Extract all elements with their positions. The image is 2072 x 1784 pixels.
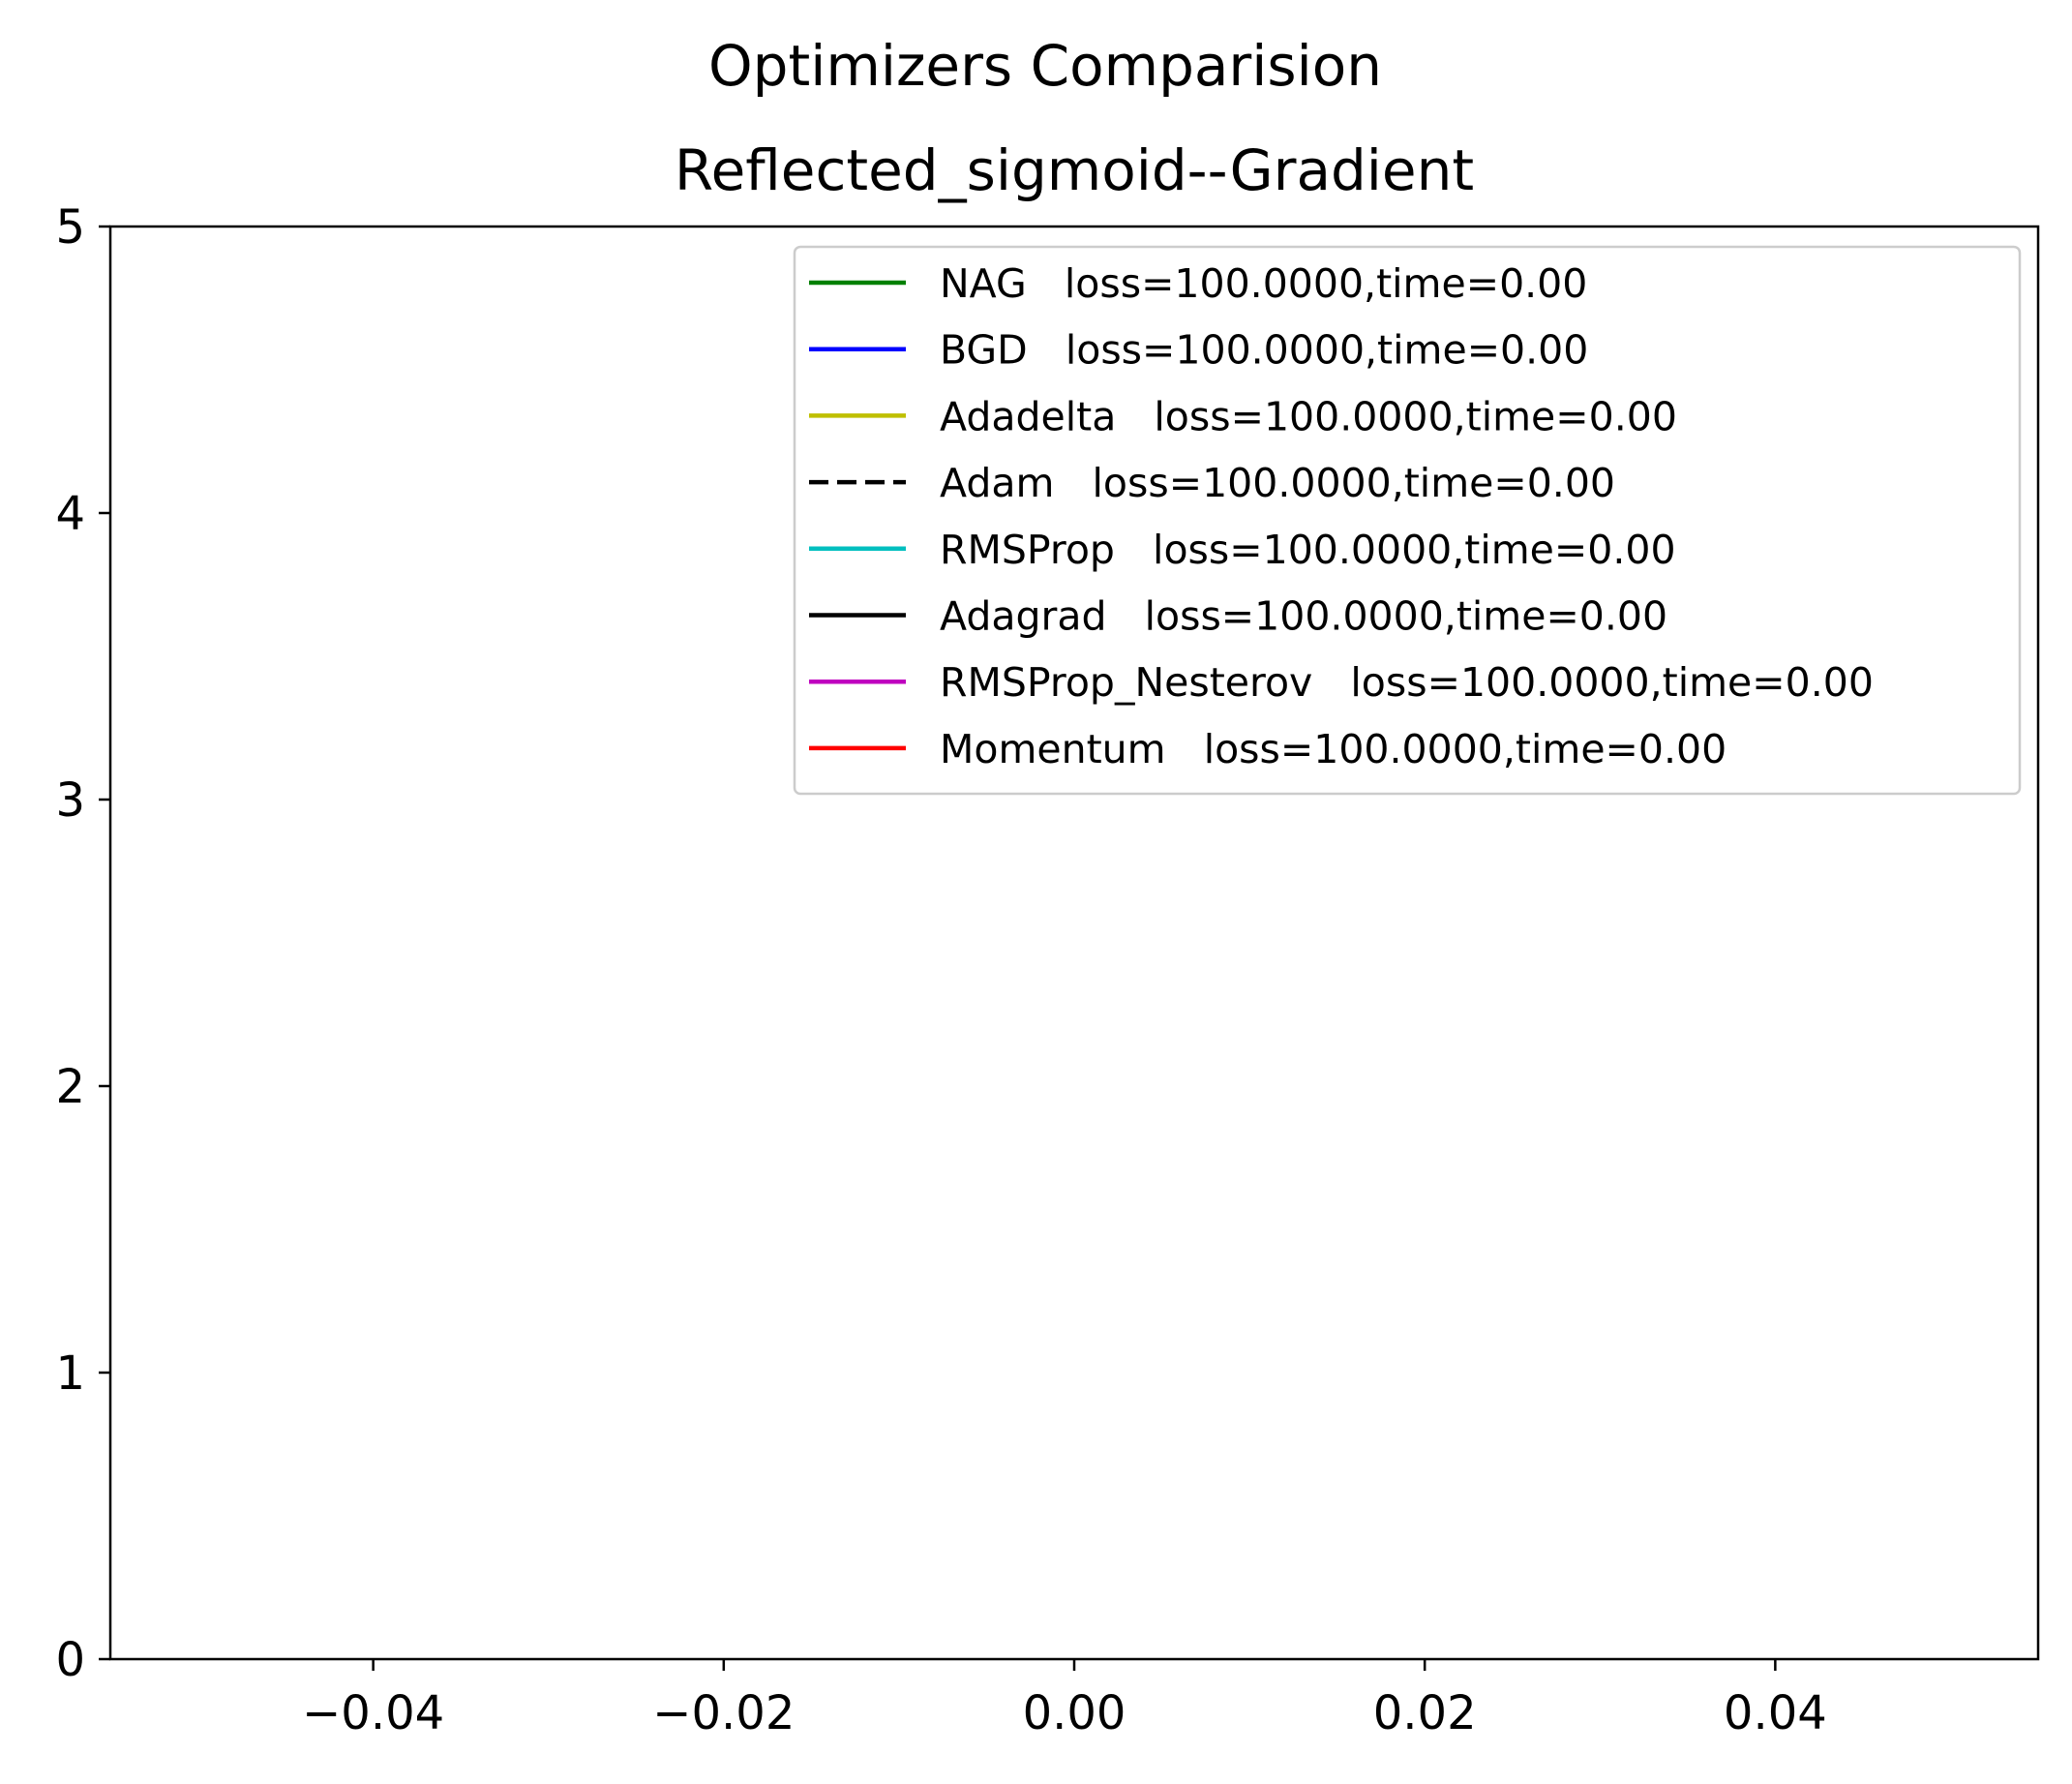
- legend-label-rmsprop-nesterov: RMSProp_Nesterov loss=100.0000,time=0.00: [940, 659, 1874, 706]
- legend-box: [793, 245, 2022, 796]
- legend-label-bgd: BGD loss=100.0000,time=0.00: [940, 327, 1588, 374]
- legend-label-adam: Adam loss=100.0000,time=0.00: [940, 460, 1615, 506]
- axes-title: Reflected_sigmoid--Gradient: [675, 137, 1474, 203]
- figure-title: Optimizers Comparision: [708, 33, 1382, 99]
- axis-ticks: −0.04 −0.02 0.00 0.02 0.04 0 1 2 3 4 5: [55, 200, 1826, 1740]
- legend-label-adadelta: Adadelta loss=100.0000,time=0.00: [940, 393, 1677, 439]
- x-tick-label: −0.04: [302, 1686, 444, 1740]
- x-tick-label: 0.02: [1373, 1686, 1477, 1740]
- legend-label-adagrad: Adagrad loss=100.0000,time=0.00: [940, 593, 1667, 640]
- legend-label-nag: NAG loss=100.0000,time=0.00: [940, 260, 1587, 307]
- x-tick-label: 0.00: [1023, 1686, 1126, 1740]
- y-tick-label: 5: [55, 200, 85, 255]
- y-tick-label: 1: [55, 1346, 85, 1401]
- legend-label-rmsprop: RMSProp loss=100.0000,time=0.00: [940, 527, 1676, 573]
- legend: NAG loss=100.0000,time=0.00 BGD loss=100.…: [793, 245, 2022, 796]
- legend-label-momentum: Momentum loss=100.0000,time=0.00: [940, 726, 1727, 772]
- x-tick-label: −0.02: [652, 1686, 795, 1740]
- y-tick-label: 0: [55, 1633, 85, 1687]
- y-tick-label: 3: [55, 773, 85, 828]
- y-tick-label: 2: [55, 1060, 85, 1114]
- y-tick-label: 4: [55, 487, 85, 541]
- x-tick-label: 0.04: [1724, 1686, 1827, 1740]
